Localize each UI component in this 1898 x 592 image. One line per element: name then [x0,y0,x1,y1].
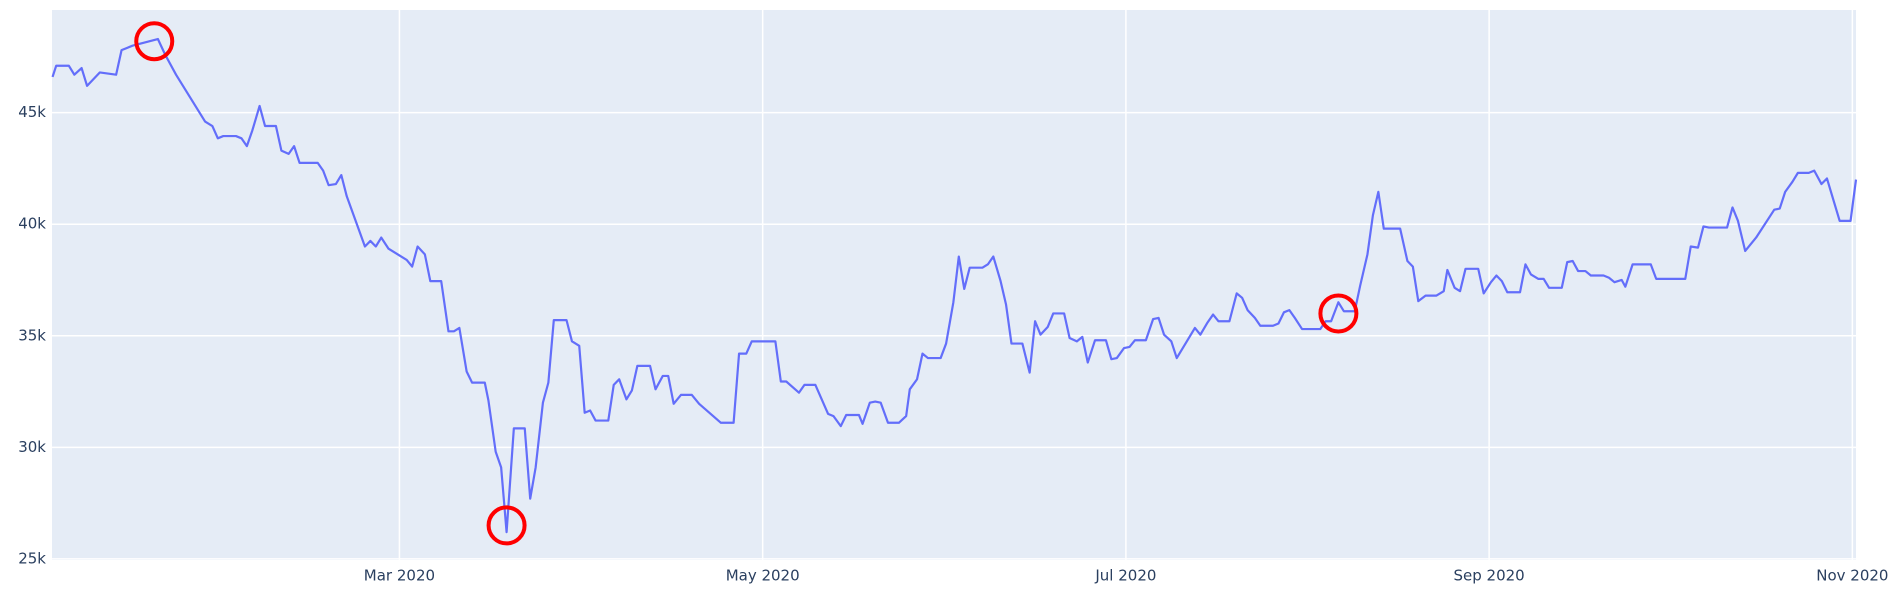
y-tick-label: 40k [18,215,46,233]
line [51,37,1858,534]
x-tick-label: Jul 2020 [1094,567,1156,585]
x-tick-label: Nov 2020 [1816,567,1888,585]
x-tick-label: May 2020 [726,567,800,585]
y-tick-label: 25k [18,549,46,567]
y-tick-label: 45k [18,103,46,121]
y-tick-label: 35k [18,326,46,344]
plot-background [52,10,1856,560]
marker [134,21,175,62]
marker [1318,293,1359,334]
x-tick-label: Sep 2020 [1454,567,1525,585]
y-tick-label: 30k [18,438,46,456]
marker [486,505,527,546]
x-tick-label: Mar 2020 [364,567,435,585]
